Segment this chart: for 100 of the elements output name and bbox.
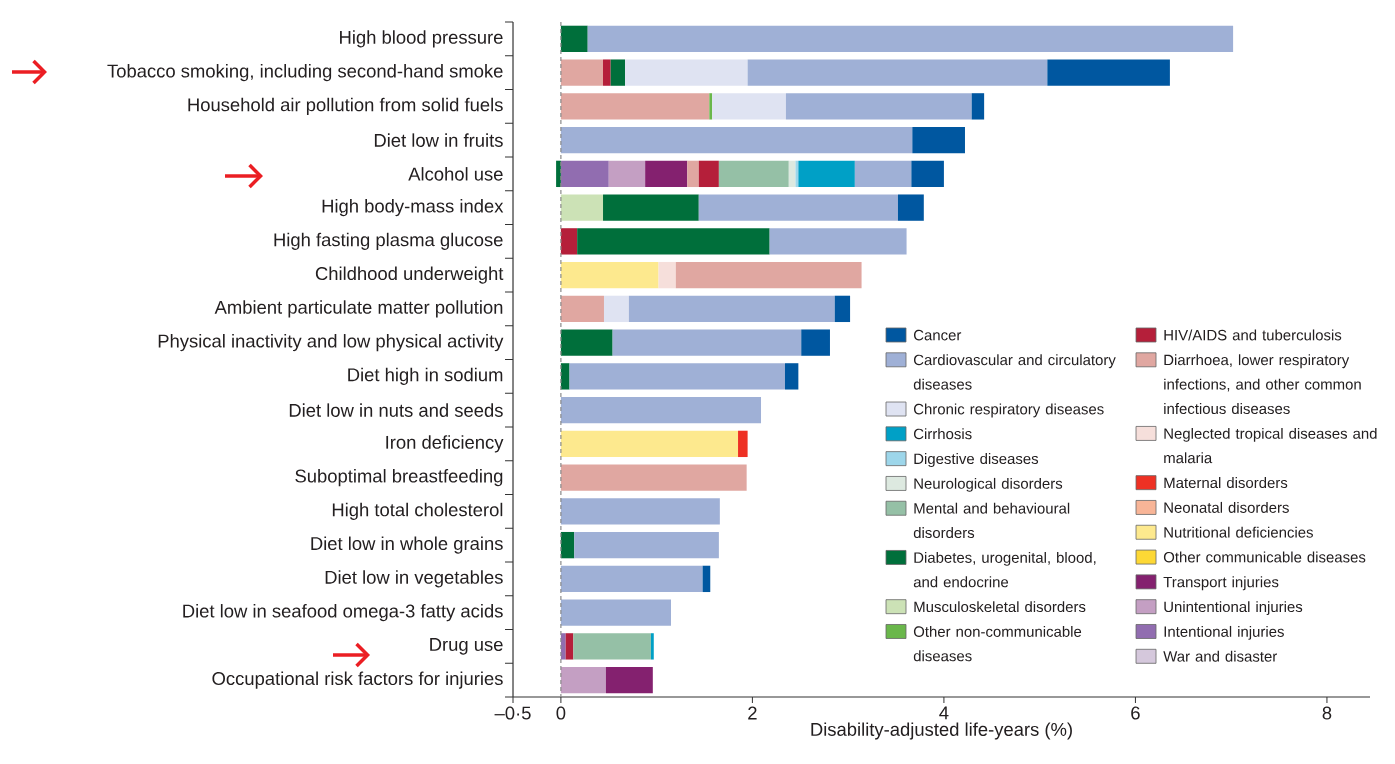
legend-label: War and disaster: [1163, 650, 1277, 662]
bar: [795, 160, 799, 188]
bar: [560, 329, 613, 356]
y-tick-label: Physical inactivity and low physical activity: [158, 334, 504, 352]
bar: [747, 59, 1048, 86]
y-tick-label: High total cholesterol: [332, 502, 503, 520]
y-tick-label: Diet high in sodium: [348, 367, 503, 385]
bar: [834, 295, 851, 323]
bar: [560, 25, 588, 53]
bar: [560, 430, 739, 458]
bar: [785, 93, 972, 120]
bar: [560, 228, 578, 255]
x-tick-label: 2: [748, 706, 757, 720]
y-tick-label: Diet low in whole grains: [311, 536, 503, 554]
bar: [560, 464, 747, 491]
y-tick-label: Drug use: [430, 638, 503, 655]
bar: [675, 261, 862, 289]
bar: [560, 93, 710, 120]
bar: [612, 329, 802, 356]
bar: [573, 633, 651, 660]
legend-label: Cardiovascular and circulatory diseases: [913, 354, 1116, 390]
legend-label: Other non-communicable diseases: [913, 625, 1082, 662]
legend-label: Neonatal disorders: [1164, 501, 1289, 513]
y-tick-label: Alcohol use: [408, 167, 503, 181]
legend-label: Neglected tropical diseases and malaria: [1164, 427, 1377, 464]
legend-label: Diabetes, urogenital, blood, and endocrine: [913, 551, 1096, 588]
bar: [658, 261, 676, 289]
legend-label: Intentional injuries: [1164, 625, 1284, 640]
legend-label: HIV/AIDS and tuberculosis: [1164, 329, 1342, 341]
bar: [605, 666, 653, 694]
bar: [560, 261, 659, 289]
legend-label: Digestive diseases: [914, 453, 1039, 468]
y-tick-label: Childhood underweight: [315, 266, 504, 284]
bar: [712, 93, 786, 120]
bar: [718, 160, 789, 188]
bar: [738, 430, 748, 458]
bar: [569, 363, 785, 390]
legend-label: Mental and behavioural disorders: [913, 502, 1070, 539]
bar: [1047, 59, 1170, 86]
bar: [798, 160, 855, 188]
legend-label: Nutritional deficiencies: [1164, 526, 1313, 538]
bar: [650, 633, 654, 660]
bar: [560, 565, 703, 593]
x-tick-label: 8: [1322, 706, 1332, 720]
y-tick-label: Diet low in nuts and seeds: [289, 403, 503, 417]
legend-label: Maternal disorders: [1164, 477, 1288, 489]
y-tick-label: Suboptimal breastfeeding: [295, 469, 503, 487]
bar: [628, 295, 835, 323]
bar: [577, 228, 770, 255]
y-tick-label: Diet low in vegetables: [325, 570, 503, 588]
bar: [769, 228, 907, 255]
x-tick-label: 0: [556, 706, 566, 720]
x-axis-title: Disability-adjusted life-years (%): [811, 722, 1072, 740]
bar: [912, 126, 965, 154]
y-tick-label: Iron deficiency: [386, 435, 504, 453]
bar: [608, 160, 646, 188]
bar: [560, 599, 672, 626]
bar: [560, 126, 913, 154]
bar: [801, 329, 830, 356]
bar: [587, 25, 1234, 53]
bar: [560, 666, 606, 694]
bar: [610, 59, 626, 86]
bar: [560, 531, 575, 559]
y-tick-label: Diet low in fruits: [374, 133, 503, 147]
bar: [709, 93, 713, 120]
bar: [574, 531, 719, 559]
y-tick-label: Ambient particulate matter pollution: [214, 300, 503, 318]
legend-label: Unintentional injuries: [1164, 601, 1303, 616]
y-tick-label: High blood pressure: [340, 30, 503, 48]
bar: [565, 633, 574, 660]
bar: [603, 295, 629, 323]
y-tick-label: High fasting plasma glucose: [274, 232, 503, 250]
x-tick-label: 4: [939, 706, 949, 720]
bar: [971, 93, 985, 120]
bar: [625, 59, 748, 86]
y-tick-label: Household air pollution from solid fuels: [188, 97, 503, 115]
bar: [560, 396, 762, 424]
bar: [784, 363, 799, 390]
bar: [911, 160, 944, 188]
bar: [560, 295, 604, 323]
legend-label: Cirrhosis: [913, 428, 972, 440]
legend-label: Other communicable diseases: [1163, 551, 1366, 563]
bar: [897, 194, 924, 221]
bar: [854, 160, 912, 188]
bar: [702, 565, 711, 593]
x-tick-label: 6: [1131, 706, 1140, 720]
bar: [560, 59, 604, 86]
legend-label: Cancer: [913, 329, 962, 341]
bar: [698, 160, 719, 188]
y-tick-label: High body-mass index: [322, 199, 504, 217]
y-tick-label: Diet low in seafood omega-3 fatty acids: [183, 604, 503, 622]
legend-label: Chronic respiratory diseases: [913, 403, 1104, 418]
x-tick-label: –0·5: [494, 706, 531, 720]
y-tick-label: Tobacco smoking, including second-hand smoke: [107, 64, 503, 82]
legend-label: Neurological disorders: [914, 477, 1063, 492]
bar: [645, 160, 688, 188]
legend-label: Diarrhoea, lower respiratory infections, and other common infectious diseases: [1164, 354, 1361, 415]
bar: [560, 160, 609, 188]
bar: [698, 194, 898, 221]
bar: [687, 160, 699, 188]
